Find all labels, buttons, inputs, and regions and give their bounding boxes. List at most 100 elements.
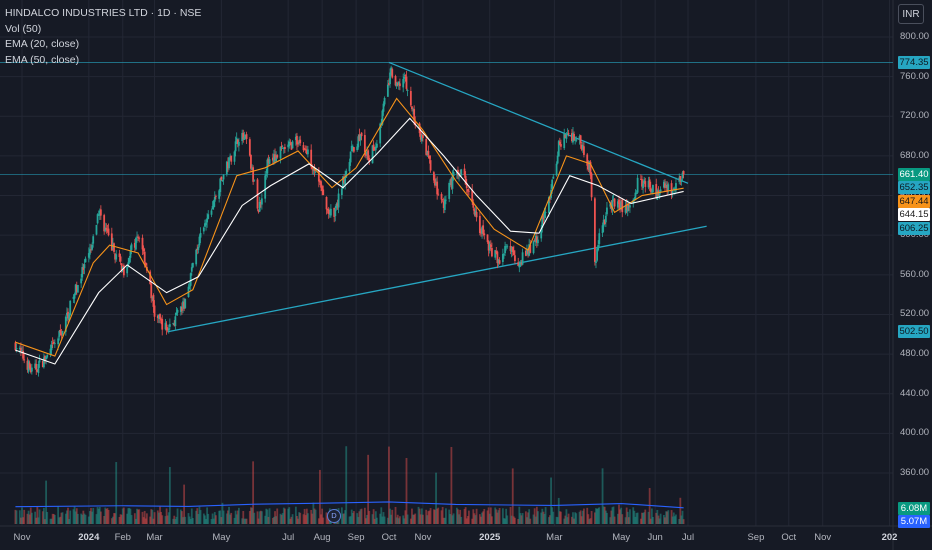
- candle-down: [230, 155, 233, 162]
- candle-up: [672, 188, 675, 190]
- candle-up: [334, 209, 337, 217]
- candle-down: [144, 262, 147, 266]
- volume-bar: [89, 511, 91, 524]
- volume-bar: [588, 519, 591, 524]
- candle-down: [442, 201, 445, 209]
- candle-up: [58, 331, 61, 337]
- candle-down: [41, 360, 44, 368]
- candle-up: [43, 357, 45, 368]
- volume-bar: [673, 516, 676, 524]
- volume-bar: [259, 510, 262, 524]
- volume-bar: [234, 510, 237, 524]
- volume-bar: [597, 508, 600, 524]
- volume-bar: [81, 514, 84, 524]
- volume-bar: [306, 513, 309, 524]
- candle-up: [357, 136, 360, 148]
- candle-up: [616, 201, 619, 208]
- candle-up: [235, 137, 238, 142]
- candle-up: [552, 176, 555, 179]
- candle-up: [251, 167, 253, 170]
- candle-up: [294, 136, 297, 141]
- volume-bar: [66, 510, 68, 524]
- candle-up: [497, 259, 500, 264]
- volume-bar: [620, 507, 623, 524]
- volume-bar: [497, 510, 500, 524]
- candle-up: [597, 244, 600, 251]
- y-tick-label: 520.00: [900, 308, 930, 320]
- candle-down: [655, 184, 658, 199]
- candle-up: [678, 177, 681, 182]
- volume-bar: [127, 508, 130, 524]
- candle-down: [491, 248, 493, 257]
- volume-bar: [95, 514, 98, 524]
- candle-down: [153, 305, 156, 317]
- volume-bar: [137, 509, 140, 524]
- symbol-title[interactable]: HINDALCO INDUSTRIES LTD · 1D · NSE: [5, 7, 202, 19]
- candle-down: [250, 154, 252, 169]
- candle-up: [532, 241, 535, 254]
- volume-bar: [74, 511, 77, 524]
- candle-up: [172, 323, 175, 324]
- ema50-indicator-label[interactable]: EMA (50, close): [5, 53, 80, 66]
- candle-down: [603, 219, 606, 224]
- volume-bar: [491, 516, 493, 524]
- ema20-indicator-label[interactable]: EMA (20, close): [5, 38, 80, 50]
- volume-bar: [549, 515, 551, 524]
- x-tick-label: Feb: [114, 532, 131, 543]
- y-tick-label: 400.00: [900, 427, 930, 439]
- candle-up: [84, 258, 87, 263]
- x-tick-label: 202: [881, 532, 898, 543]
- candle-up: [167, 328, 170, 331]
- candle-up: [379, 123, 382, 144]
- volume-bar: [655, 512, 658, 524]
- x-tick-label: Nov: [414, 532, 432, 543]
- volume-bar: [22, 517, 24, 524]
- candle-up: [228, 157, 230, 169]
- volume-bar: [290, 516, 293, 524]
- volume-bar: [51, 513, 54, 524]
- volume-bar: [528, 509, 531, 524]
- candle-down: [302, 145, 305, 151]
- volume-bar: [656, 509, 659, 524]
- volume-bar: [665, 511, 667, 524]
- volume-bar: [543, 513, 546, 524]
- candle-down: [242, 132, 245, 140]
- dividend-event-marker[interactable]: D: [327, 509, 341, 523]
- candle-down: [618, 199, 620, 204]
- candle-up: [174, 316, 177, 327]
- candle-up: [626, 205, 629, 212]
- volume-bar: [241, 518, 244, 524]
- currency-button[interactable]: INR: [898, 4, 924, 24]
- candle-up: [241, 132, 244, 142]
- volume-bar: [228, 506, 230, 524]
- volume-bar: [225, 513, 228, 524]
- candle-up: [620, 201, 623, 209]
- volume-bar: [114, 513, 117, 524]
- candle-up: [680, 179, 683, 182]
- volume-bar: [452, 513, 455, 524]
- candle-down: [114, 253, 117, 260]
- volume-bar: [30, 512, 33, 524]
- candle-down: [122, 265, 125, 276]
- candle-up: [540, 228, 543, 239]
- candle-down: [319, 181, 321, 183]
- volume-bar: [629, 509, 631, 524]
- volume-bar: [612, 506, 615, 524]
- candle-up: [506, 246, 509, 248]
- volume-bar: [652, 516, 654, 524]
- candle-up: [652, 184, 654, 193]
- volume-bar: [610, 510, 613, 524]
- candle-down: [326, 208, 329, 211]
- candle-down: [290, 142, 293, 150]
- volume-bar: [397, 518, 400, 524]
- candle-down: [414, 121, 417, 126]
- volume-bar: [495, 509, 498, 524]
- volume-indicator-label[interactable]: Vol (50): [5, 22, 42, 35]
- volume-bar: [382, 512, 385, 524]
- volume-bar: [221, 502, 224, 524]
- volume-bar: [321, 508, 324, 524]
- candle-up: [126, 267, 129, 274]
- volume-bar: [266, 509, 269, 524]
- volume-bar: [18, 510, 21, 524]
